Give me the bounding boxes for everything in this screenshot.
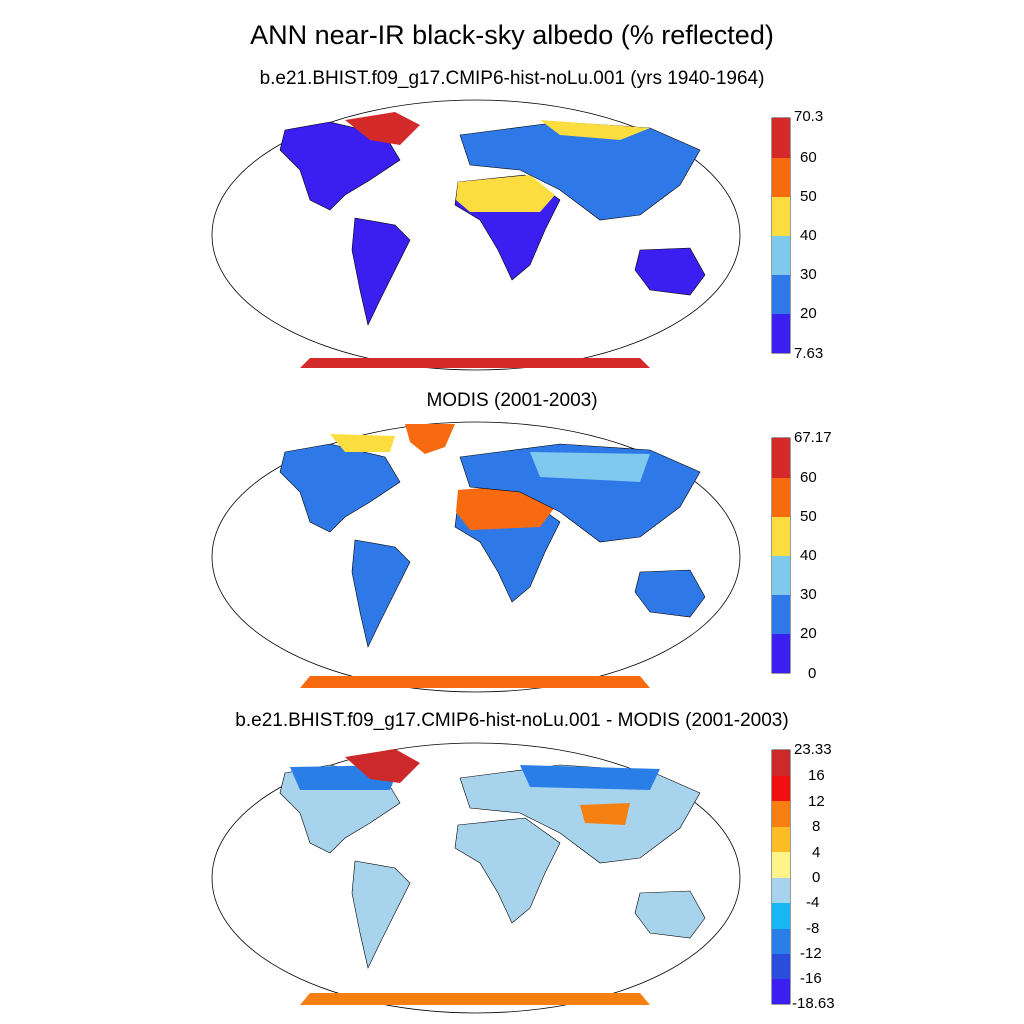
panel-1-map-and-colorbar [211, 99, 791, 371]
south-america [351, 539, 411, 648]
figure-title: ANN near-IR black-sky albedo (% reflecte… [250, 20, 774, 50]
south-america [351, 860, 411, 969]
panel-2-map [211, 421, 741, 693]
cb2-label-1: 20 [800, 625, 817, 642]
cb2-label-0: 0 [808, 665, 817, 682]
cb3-label-4: -4 [806, 894, 820, 911]
panel-2-subtitle: MODIS (2001-2003) [426, 390, 598, 411]
cb1-label-1: 20 [800, 305, 817, 322]
cb2-label-5: 60 [800, 469, 817, 486]
cb1-label-5: 60 [800, 149, 817, 166]
cb1-label-4: 50 [800, 188, 817, 205]
cb3-label-2: -12 [800, 945, 822, 962]
cb2-label-4: 50 [800, 508, 817, 525]
panel-3-colorbar [771, 749, 791, 1005]
africa [454, 817, 561, 924]
tibet [580, 803, 630, 825]
panel-2-colorbar [771, 437, 791, 674]
panel-1-map [211, 99, 741, 371]
north-america [279, 443, 401, 533]
siberia-north [540, 120, 650, 140]
australia [634, 247, 706, 296]
sahara [456, 175, 555, 212]
south-america [351, 217, 411, 326]
cb2-label-2: 30 [800, 586, 817, 603]
antarctica [300, 676, 650, 688]
cb3-label-0: -18.63 [792, 995, 835, 1012]
siberia-band [530, 452, 650, 482]
cb1-label-2: 30 [800, 266, 817, 283]
panel-3-map [211, 742, 741, 1014]
cb1-label-3: 40 [800, 227, 817, 244]
panel-1-colorbar [771, 117, 791, 354]
australia [634, 890, 706, 939]
greenland [345, 749, 420, 783]
panel-3-map-and-colorbar [211, 742, 791, 1014]
cb3-label-6: 4 [812, 844, 821, 861]
canada-north [330, 434, 395, 452]
panel-2-map-and-colorbar [211, 421, 791, 693]
siberia-north [520, 765, 660, 790]
australia [634, 569, 706, 618]
cb3-label-5: 0 [812, 869, 821, 886]
cb3-label-3: -8 [806, 920, 820, 937]
cb3-label-1: -16 [800, 970, 822, 987]
antarctica [300, 993, 650, 1005]
cb2-label-3: 40 [800, 547, 817, 564]
cb3-label-8: 12 [808, 793, 825, 810]
greenland [345, 112, 420, 145]
cb1-label-6: 70.3 [794, 108, 824, 125]
panel-3-subtitle: b.e21.BHIST.f09_g17.CMIP6-hist-noLu.001 … [235, 710, 789, 731]
cb3-label-10: 23.33 [794, 741, 832, 758]
panel-1-subtitle: b.e21.BHIST.f09_g17.CMIP6-hist-noLu.001 … [259, 68, 765, 89]
antarctica [300, 358, 650, 368]
cb3-label-7: 8 [812, 818, 821, 835]
greenland [405, 424, 455, 454]
cb2-label-6: 67.17 [794, 429, 832, 446]
cb1-label-0: 7.63 [794, 345, 824, 362]
cb3-label-9: 16 [808, 767, 825, 784]
